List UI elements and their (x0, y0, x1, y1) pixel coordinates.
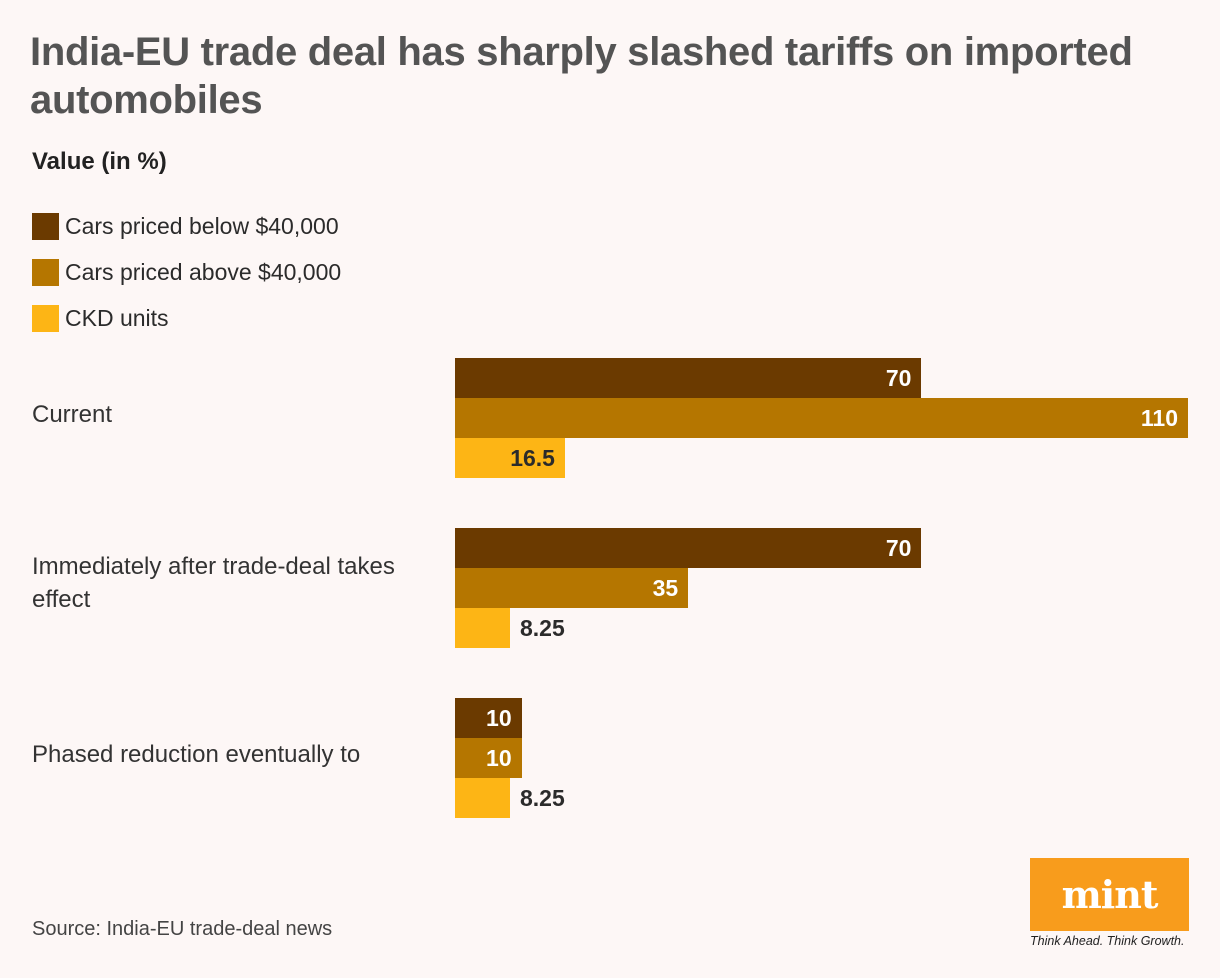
data-label: 70 (885, 535, 912, 561)
category-label: Phased reduction eventually to (32, 741, 361, 768)
data-label: 8.25 (519, 785, 565, 811)
data-label: 10 (486, 705, 512, 731)
bar (455, 608, 510, 648)
legend: Cars priced below $40,000 Cars priced ab… (32, 203, 341, 341)
legend-label: Cars priced above $40,000 (65, 258, 342, 285)
mint-logo: mint (1030, 858, 1189, 931)
legend-item: Cars priced above $40,000 (32, 249, 341, 295)
bar (455, 698, 522, 738)
legend-item: CKD units (32, 295, 341, 341)
bar (455, 528, 922, 568)
logo-text: mint (1061, 872, 1159, 917)
bar (455, 568, 689, 608)
legend-swatch (32, 258, 59, 286)
logo-tagline: Think Ahead. Think Growth. (1030, 934, 1185, 948)
data-label: 8.25 (519, 615, 565, 641)
bar (455, 778, 510, 818)
data-label: 70 (885, 365, 912, 391)
bar (455, 438, 565, 478)
data-label: 35 (652, 575, 679, 601)
category-label: Immediately after trade-deal takes effec… (32, 553, 395, 613)
source-note: Source: India-EU trade-deal news (32, 918, 333, 940)
category-label: Current (32, 401, 113, 428)
legend-swatch (32, 212, 59, 240)
legend-item: Cars priced below $40,000 (32, 203, 341, 249)
data-label: 110 (1140, 405, 1178, 431)
legend-swatch (32, 304, 59, 332)
bar (455, 398, 1188, 438)
bar (455, 358, 922, 398)
legend-label: Cars priced below $40,000 (65, 212, 339, 239)
data-label: 16.5 (510, 445, 555, 471)
data-label: 10 (486, 745, 512, 771)
legend-label: CKD units (65, 304, 169, 331)
chart-subtitle: Value (in %) (32, 148, 167, 175)
bar (455, 738, 522, 778)
chart-title: India-EU trade deal has sharply slashed … (30, 30, 1133, 122)
